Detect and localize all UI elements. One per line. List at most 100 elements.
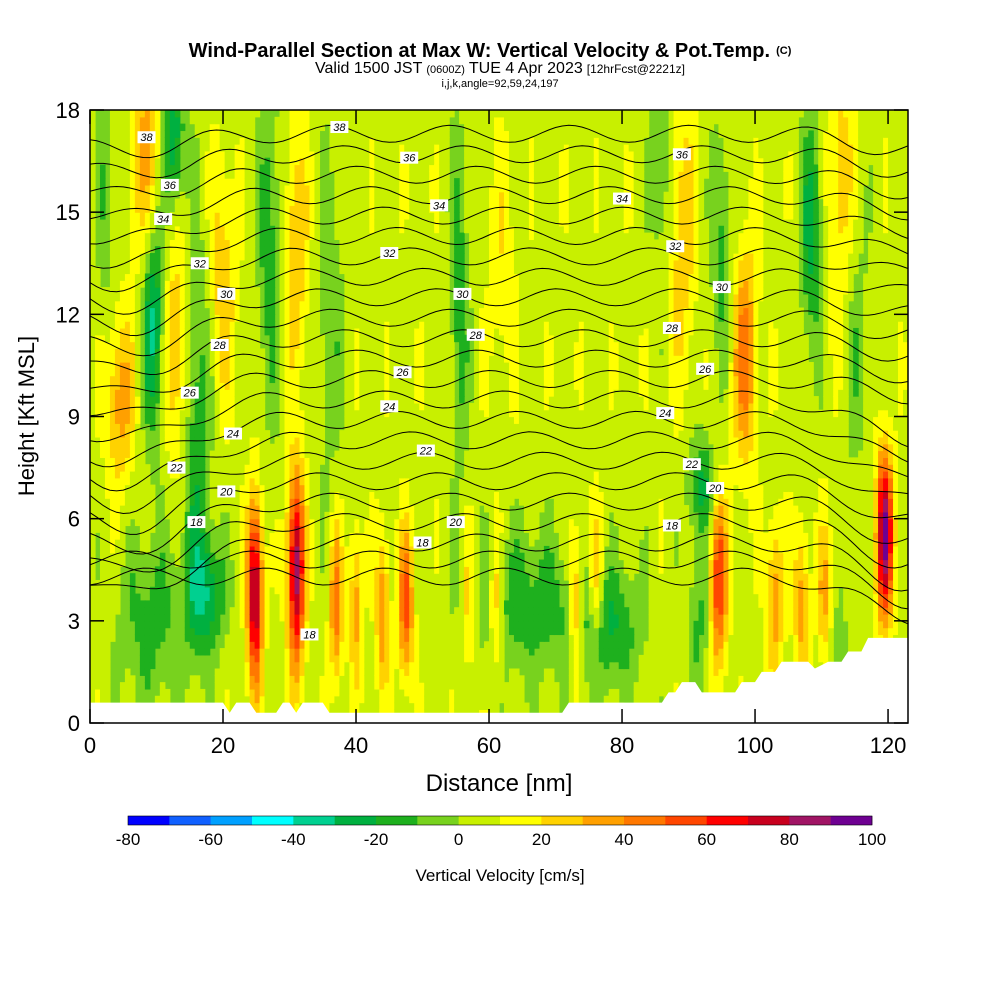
heatmap-cell (214, 423, 221, 431)
heatmap-cell (159, 470, 166, 479)
heatmap-cell (164, 150, 171, 159)
heatmap-cell (149, 184, 156, 193)
heatmap-cell (124, 682, 131, 690)
heatmap-cell (109, 559, 116, 567)
heatmap-cell (374, 191, 380, 200)
heatmap-cell (204, 116, 211, 125)
heatmap-cell (419, 137, 425, 145)
heatmap-cell (419, 205, 425, 213)
heatmap-cell (244, 239, 251, 247)
heatmap-cell (129, 484, 136, 493)
heatmap-cell (384, 511, 390, 520)
heatmap-cell (339, 661, 345, 670)
heatmap-cell (384, 573, 390, 581)
heatmap-cell (219, 150, 226, 159)
heatmap-cell (279, 688, 286, 697)
heatmap-cell (304, 450, 311, 458)
heatmap-cell (309, 205, 316, 213)
heatmap-cell (289, 498, 296, 506)
heatmap-cell (409, 688, 415, 697)
heatmap-cell (224, 171, 231, 179)
heatmap-cell (179, 300, 186, 309)
heatmap-cell (164, 688, 171, 697)
heatmap-cell (309, 416, 316, 424)
heatmap-cell (379, 314, 385, 322)
heatmap-cell (359, 436, 365, 445)
heatmap-cell (239, 532, 246, 540)
heatmap-cell (364, 212, 370, 220)
heatmap-cell (289, 545, 296, 554)
heatmap-cell (294, 184, 301, 193)
heatmap-cell (169, 157, 176, 166)
heatmap-cell (269, 232, 276, 241)
heatmap-cell (244, 470, 251, 479)
heatmap-cell (149, 600, 156, 608)
heatmap-cell (294, 239, 301, 247)
heatmap-cell (114, 539, 121, 547)
heatmap-cell (279, 253, 286, 261)
heatmap-cell (304, 505, 311, 513)
heatmap-cell (414, 464, 420, 472)
heatmap-cell (369, 464, 375, 472)
heatmap-cell (299, 668, 306, 676)
heatmap-cell (299, 341, 306, 349)
heatmap-cell (109, 130, 116, 138)
heatmap-cell (239, 695, 246, 704)
heatmap-cell (334, 157, 340, 166)
heatmap-cell (109, 137, 116, 145)
heatmap-cell (244, 450, 251, 458)
heatmap-cell (359, 321, 365, 329)
heatmap-cell (94, 409, 101, 418)
heatmap-cell (124, 491, 131, 499)
heatmap-cell (114, 416, 121, 424)
heatmap-cell (169, 300, 176, 309)
heatmap-cell (404, 130, 410, 138)
heatmap-cell (279, 627, 286, 636)
heatmap-cell (319, 457, 326, 465)
heatmap-cell (344, 164, 350, 172)
heatmap-cell (344, 573, 350, 581)
heatmap-cell (409, 300, 415, 309)
heatmap-cell (379, 566, 385, 574)
heatmap-cell (209, 157, 216, 166)
heatmap-cell (219, 668, 226, 676)
heatmap-cell (284, 661, 291, 670)
heatmap-cell (364, 695, 370, 704)
heatmap-cell (119, 218, 126, 227)
heatmap-cell (94, 620, 101, 629)
heatmap-cell (339, 573, 345, 581)
heatmap-cell (389, 368, 395, 377)
heatmap-cell (144, 191, 151, 200)
heatmap-cell (144, 648, 151, 656)
heatmap-cell (274, 593, 281, 601)
heatmap-cell (229, 144, 236, 152)
heatmap-cell (144, 246, 151, 254)
heatmap-cell (359, 144, 365, 152)
heatmap-cell (169, 396, 176, 404)
heatmap-cell (99, 566, 106, 574)
heatmap-cell (304, 484, 311, 493)
heatmap-cell (264, 682, 271, 690)
heatmap-cell (359, 450, 365, 458)
heatmap-cell (169, 314, 176, 322)
heatmap-cell (329, 116, 335, 125)
heatmap-cell (99, 457, 106, 465)
heatmap-cell (284, 470, 291, 479)
heatmap-cell (414, 484, 420, 493)
heatmap-cell (124, 668, 131, 676)
heatmap-cell (339, 498, 345, 506)
heatmap-cell (389, 307, 395, 315)
heatmap-cell (254, 470, 261, 479)
heatmap-cell (244, 144, 251, 152)
heatmap-cell (319, 661, 326, 670)
heatmap-cell (169, 355, 176, 363)
heatmap-cell (139, 198, 146, 206)
heatmap-cell (394, 675, 400, 683)
heatmap-cell (399, 273, 405, 281)
heatmap-cell (334, 593, 340, 601)
heatmap-cell (274, 470, 281, 479)
heatmap-cell (399, 682, 405, 690)
heatmap-cell (134, 259, 141, 268)
heatmap-cell (344, 205, 350, 213)
heatmap-cell (299, 259, 306, 268)
